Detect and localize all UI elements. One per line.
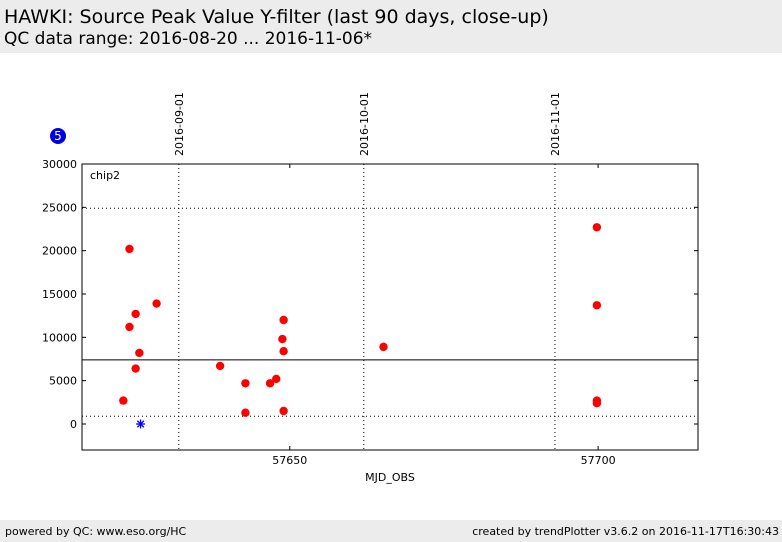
outlier-stroke [136, 420, 145, 428]
data-point [119, 396, 128, 405]
data-point [379, 342, 388, 352]
data-point [279, 406, 288, 416]
date-tick-label: 2016-09-01 [173, 92, 186, 156]
data-point [135, 348, 144, 358]
y-tick-label: 30000 [42, 158, 77, 171]
data-point [272, 374, 281, 384]
y-tick-label: 20000 [42, 245, 77, 258]
x-tick-label: 57650 [272, 454, 307, 467]
data-point [592, 399, 602, 408]
panel-label: chip2 [90, 169, 120, 182]
footer-credit: powered by QC: www.eso.org/HC [5, 525, 187, 538]
y-tick-label: 0 [70, 418, 77, 431]
page-subtitle: QC data range: 2016-08-20 ... 2016-11-06… [4, 29, 373, 49]
data-point [279, 347, 288, 356]
data-point [125, 322, 134, 332]
date-tick-label: 2016-10-01 [358, 92, 371, 156]
data-point [279, 315, 288, 325]
data-point [592, 301, 602, 310]
data-point [241, 408, 250, 417]
y-tick-label: 5000 [49, 375, 77, 388]
x-axis-label: MJD_OBS [365, 471, 415, 484]
plot-frame [81, 163, 699, 451]
y-tick-label: 10000 [42, 331, 77, 344]
x-tick-label: 57700 [581, 454, 616, 467]
date-tick-label: 2016-11-01 [549, 92, 562, 156]
footer-created: created by trendPlotter v3.6.2 on 2016-1… [472, 525, 779, 538]
data-point [131, 309, 140, 319]
data-point [131, 364, 140, 373]
data-point [215, 361, 225, 371]
data-point [152, 299, 161, 308]
data-point [592, 223, 602, 232]
header-bar: HAWKI: Source Peak Value Y-filter (last … [0, 0, 782, 53]
badge-label: 5 [54, 129, 62, 143]
data-point [278, 334, 287, 344]
page-title: HAWKI: Source Peak Value Y-filter (last … [4, 6, 549, 28]
outlier-point [136, 419, 146, 429]
y-tick-label: 25000 [42, 201, 77, 214]
data-point [265, 379, 275, 388]
data-point [241, 379, 250, 388]
footer-bar: powered by QC: www.eso.org/HC created by… [0, 520, 782, 542]
data-point [125, 244, 134, 254]
y-tick-label: 15000 [42, 288, 77, 301]
badge-circle [50, 128, 66, 144]
